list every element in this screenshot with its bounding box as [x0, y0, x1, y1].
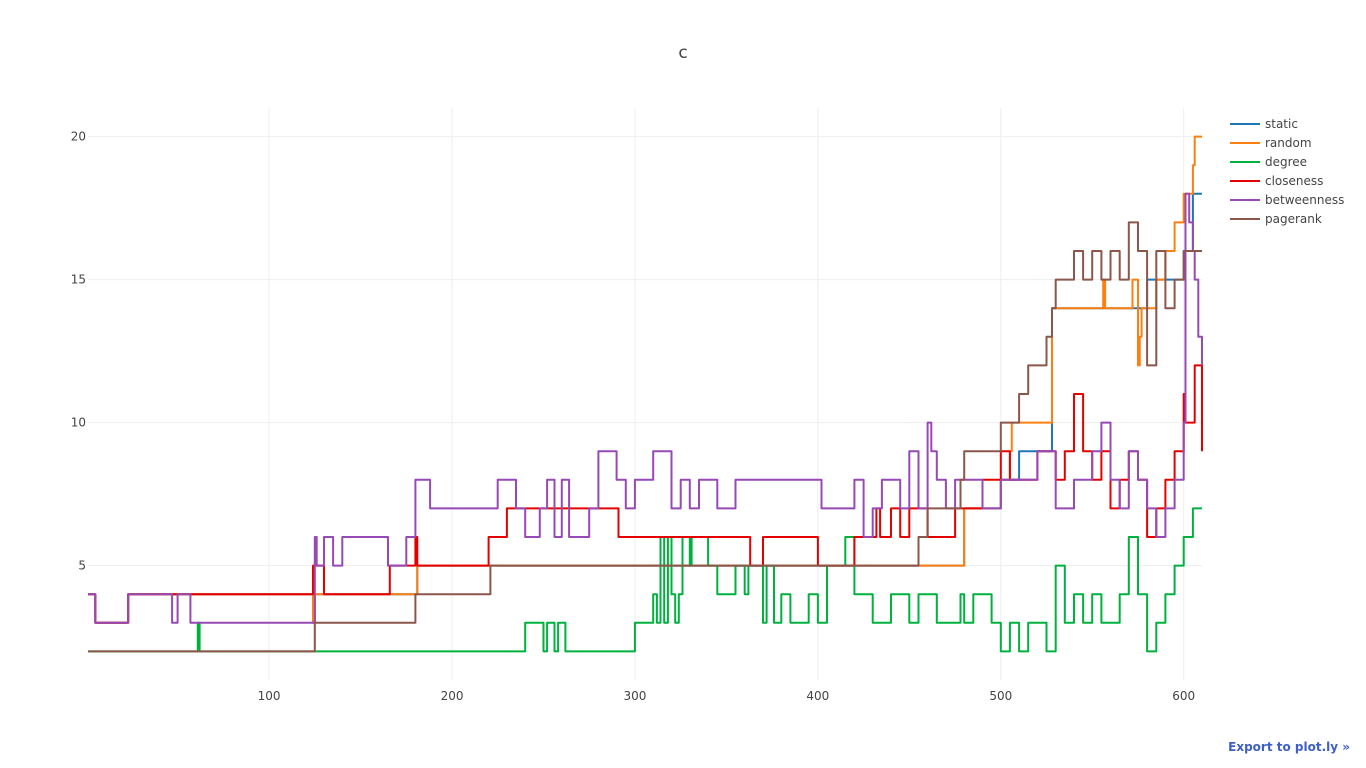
- legend-label: closeness: [1265, 173, 1324, 188]
- legend-label: static: [1265, 116, 1298, 131]
- legend-item-closeness[interactable]: closeness: [1230, 171, 1344, 190]
- x-tick-label: 300: [623, 689, 646, 703]
- x-tick-label: 200: [441, 689, 464, 703]
- legend-label: degree: [1265, 154, 1308, 169]
- legend-swatch: [1230, 179, 1260, 182]
- legend-item-static[interactable]: static: [1230, 114, 1344, 133]
- x-tick-label: 400: [806, 689, 829, 703]
- series-line-betweenness[interactable]: [88, 192, 1203, 624]
- export-to-plotly-link[interactable]: Export to plot.ly »: [1228, 740, 1350, 754]
- legend-item-degree[interactable]: degree: [1230, 152, 1344, 171]
- x-tick-label: 100: [258, 689, 281, 703]
- x-tick-label: 600: [1172, 689, 1195, 703]
- series-line-pagerank[interactable]: [88, 221, 1202, 653]
- chart-title: c: [678, 43, 688, 63]
- legend-swatch: [1230, 122, 1260, 125]
- y-tick-label: 10: [71, 416, 86, 430]
- y-tick-label: 5: [78, 559, 86, 573]
- legend-item-random[interactable]: random: [1230, 133, 1344, 152]
- series-lines[interactable]: [88, 135, 1203, 653]
- x-tick-label: 500: [989, 689, 1012, 703]
- legend-label: random: [1265, 135, 1312, 150]
- legend-label: pagerank: [1265, 211, 1322, 226]
- legend-swatch: [1230, 217, 1260, 220]
- y-tick-label: 20: [71, 130, 86, 144]
- series-line-degree[interactable]: [88, 507, 1202, 653]
- legend-label: betweenness: [1265, 192, 1345, 207]
- tick-labels: 100 200 300 400 500 600 5 10 15 20: [71, 130, 1195, 703]
- series-line-closeness[interactable]: [88, 364, 1203, 624]
- legend-swatch: [1230, 141, 1260, 144]
- series-line-random[interactable]: [88, 135, 1202, 624]
- y-tick-label: 15: [71, 273, 86, 287]
- legend-item-betweenness[interactable]: betweenness: [1230, 190, 1344, 209]
- legend-swatch: [1230, 160, 1260, 163]
- series-line-static[interactable]: [88, 192, 1202, 624]
- legend-swatch: [1230, 198, 1260, 201]
- legend[interactable]: static random degree closeness betweenness pa…: [1230, 114, 1344, 228]
- legend-item-pagerank[interactable]: pagerank: [1230, 209, 1344, 228]
